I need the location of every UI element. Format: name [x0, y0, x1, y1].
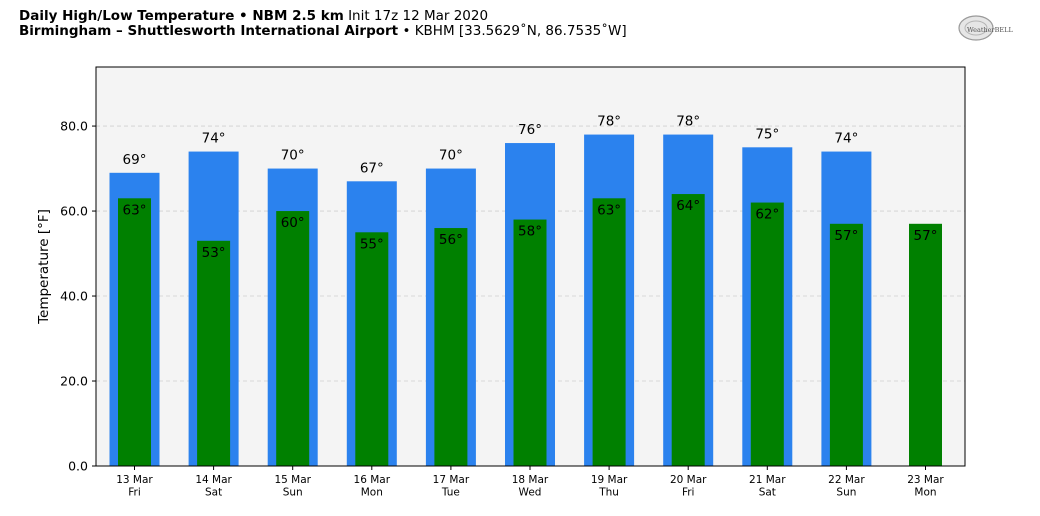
low-temp-label: 57°: [914, 228, 938, 244]
x-tick-day: Sat: [759, 487, 776, 499]
low-temp-bar: [118, 198, 151, 466]
x-tick-date: 17 Mar: [433, 474, 470, 486]
high-temp-label: 78°: [676, 114, 700, 130]
low-temp-bar: [434, 228, 468, 466]
high-temp-label: 76°: [518, 122, 542, 138]
x-tick-day: Fri: [682, 487, 695, 499]
low-temp-bar: [513, 219, 547, 466]
y-axis-label: Temperature [°F]: [36, 209, 52, 325]
x-tick-date: 23 Mar: [907, 474, 944, 486]
x-tick-date: 18 Mar: [512, 474, 549, 486]
high-temp-label: 70°: [281, 148, 305, 164]
chart-title: Daily High/Low Temperature • NBM 2.5 km: [19, 8, 344, 24]
x-tick-day: Sun: [836, 487, 856, 499]
x-tick-day: Tue: [441, 487, 460, 499]
low-temp-label: 57°: [834, 228, 858, 244]
low-temp-bar: [355, 232, 389, 466]
low-temp-label: 58°: [518, 224, 542, 240]
x-tick-date: 21 Mar: [749, 474, 786, 486]
y-tick-label: 20.0: [60, 374, 88, 389]
x-tick-date: 20 Mar: [670, 474, 707, 486]
low-temp-bar: [829, 223, 863, 466]
low-temp-bar: [671, 194, 705, 466]
x-tick-date: 14 Mar: [195, 474, 232, 486]
y-tick-label: 60.0: [60, 204, 88, 219]
high-temp-label: 74°: [202, 131, 226, 147]
y-tick-label: 80.0: [60, 119, 88, 134]
x-tick-day: Fri: [128, 487, 141, 499]
title-line: Daily High/Low Temperature • NBM 2.5 km …: [19, 9, 627, 24]
low-temp-label: 56°: [439, 232, 463, 248]
high-temp-label: 67°: [360, 160, 384, 176]
high-temp-label: 70°: [439, 148, 463, 164]
high-temp-label: 74°: [834, 131, 858, 147]
x-tick-day: Mon: [361, 487, 383, 499]
low-temp-bar: [592, 198, 626, 466]
low-temp-bar: [276, 211, 310, 466]
y-tick-label: 40.0: [60, 289, 88, 304]
low-temp-bar: [197, 240, 231, 466]
weatherbell-logo: WeatherBELL: [956, 14, 1018, 44]
station-coordinates: • KBHM [33.5629˚N, 86.7535˚W]: [402, 22, 627, 39]
low-temp-label: 60°: [281, 215, 305, 231]
low-temp-label: 63°: [597, 202, 621, 218]
low-temp-label: 53°: [202, 245, 226, 261]
high-temp-label: 75°: [755, 126, 779, 142]
low-temp-bar: [909, 223, 942, 466]
x-tick-date: 13 Mar: [116, 474, 153, 486]
y-tick-label: 0.0: [68, 459, 88, 474]
x-tick-date: 16 Mar: [354, 474, 391, 486]
low-temp-label: 55°: [360, 236, 384, 252]
x-tick-date: 22 Mar: [828, 474, 865, 486]
x-tick-date: 15 Mar: [274, 474, 311, 486]
logo-text: WeatherBELL: [967, 26, 1013, 34]
x-tick-date: 19 Mar: [591, 474, 628, 486]
init-time: Init 17z 12 Mar 2020: [348, 8, 489, 24]
x-tick-day: Mon: [914, 487, 936, 499]
chart-header: Daily High/Low Temperature • NBM 2.5 km …: [19, 9, 627, 38]
low-temp-bar: [750, 202, 784, 467]
x-tick-day: Sun: [283, 487, 303, 499]
x-tick-day: Wed: [519, 487, 542, 499]
high-temp-label: 69°: [123, 152, 147, 168]
location-line: Birmingham – Shuttlesworth International…: [19, 22, 627, 39]
low-temp-label: 62°: [755, 207, 779, 223]
low-temp-label: 64°: [676, 198, 700, 214]
x-tick-day: Thu: [598, 487, 619, 499]
location-name: Birmingham – Shuttlesworth International…: [19, 22, 399, 39]
low-temp-label: 63°: [123, 202, 147, 218]
x-tick-day: Sat: [205, 487, 222, 499]
high-temp-label: 78°: [597, 114, 621, 130]
